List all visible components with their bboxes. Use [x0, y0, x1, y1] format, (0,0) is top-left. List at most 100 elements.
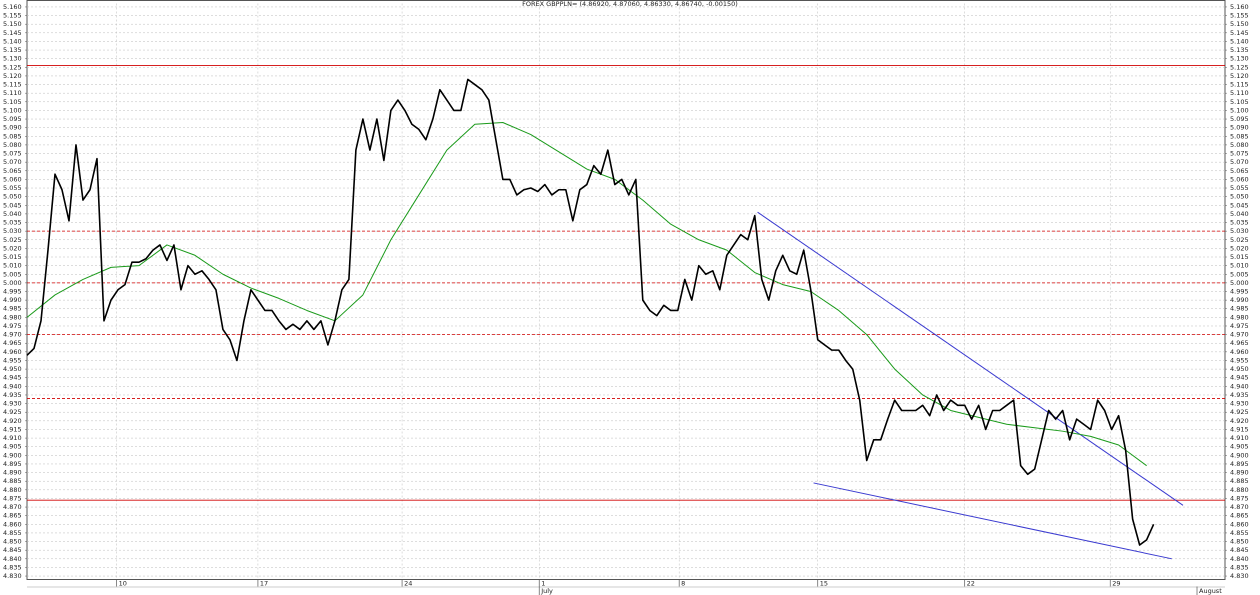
y2-tick-label: 4.875: [1230, 494, 1249, 502]
y-tick-label: 4.930: [3, 400, 22, 408]
y2-tick-label: 4.900: [1230, 451, 1249, 459]
y-tick-label: 5.025: [3, 236, 22, 244]
y-tick-label: 4.855: [3, 529, 22, 537]
x-tick-label: 15: [820, 580, 828, 588]
x-tick-label: 10: [119, 580, 127, 588]
y-tick-label: 5.010: [3, 262, 22, 270]
y2-tick-label: 5.050: [1230, 193, 1249, 201]
y2-tick-label: 5.015: [1230, 253, 1249, 261]
y-tick-label: 5.075: [3, 150, 22, 158]
y-tick-label: 4.950: [3, 365, 22, 373]
y-tick-label: 5.015: [3, 253, 22, 261]
y2-tick-label: 4.910: [1230, 434, 1249, 442]
y-tick-label: 4.955: [3, 356, 22, 364]
y2-tick-label: 5.105: [1230, 98, 1249, 106]
y-tick-label: 4.965: [3, 339, 22, 347]
y2-tick-label: 5.030: [1230, 227, 1249, 235]
y-tick-label: 4.895: [3, 460, 22, 468]
month-label: July: [540, 587, 553, 595]
y-tick-label: 4.990: [3, 296, 22, 304]
y2-tick-label: 4.860: [1230, 520, 1249, 528]
x-tick-label: 1: [541, 580, 545, 588]
y-tick-label: 5.040: [3, 210, 22, 218]
plot-frame: [26, 0, 1226, 580]
x-tick-label: 8: [681, 580, 685, 588]
series-line: [26, 78, 1155, 546]
y-tick-label: 5.100: [3, 106, 22, 114]
y2-tick-label: 5.080: [1230, 141, 1249, 149]
y-tick-label: 4.835: [3, 563, 22, 571]
y2-tick-label: 4.850: [1230, 538, 1249, 546]
y-tick-label: 5.000: [3, 279, 22, 287]
y-tick-label: 4.920: [3, 417, 22, 425]
y-tick-label: 4.900: [3, 451, 22, 459]
y2-tick-label: 5.055: [1230, 184, 1249, 192]
y2-tick-label: 4.920: [1230, 417, 1249, 425]
y2-tick-label: 5.045: [1230, 201, 1249, 209]
y2-tick-label: 4.985: [1230, 305, 1249, 313]
y-tick-label: 5.160: [3, 3, 22, 11]
y2-tick-label: 4.995: [1230, 288, 1249, 296]
y-tick-label: 5.140: [3, 37, 22, 45]
y2-tick-label: 4.870: [1230, 503, 1249, 511]
y-tick-label: 5.155: [3, 12, 22, 20]
y-tick-label: 4.985: [3, 305, 22, 313]
y2-tick-label: 4.945: [1230, 374, 1249, 382]
y2-tick-label: 5.115: [1230, 81, 1249, 89]
y-tick-label: 4.970: [3, 331, 22, 339]
y-tick-label: 4.915: [3, 425, 22, 433]
y-tick-label: 5.030: [3, 227, 22, 235]
y-tick-label: 4.910: [3, 434, 22, 442]
y2-tick-label: 5.125: [1230, 63, 1249, 71]
y-tick-label: 5.070: [3, 158, 22, 166]
y2-tick-label: 4.840: [1230, 555, 1249, 563]
trend-line: [757, 211, 1184, 506]
y2-tick-label: 5.040: [1230, 210, 1249, 218]
y2-tick-label: 5.085: [1230, 132, 1249, 140]
x-tick-label: 22: [967, 580, 975, 588]
y2-tick-label: 5.140: [1230, 37, 1249, 45]
y-tick-label: 5.045: [3, 201, 22, 209]
x-tick-label: 17: [260, 580, 268, 588]
month-label: August: [1199, 587, 1222, 595]
y2-tick-label: 4.915: [1230, 425, 1249, 433]
y-tick-label: 5.090: [3, 124, 22, 132]
x-tick-label: 29: [1112, 580, 1120, 588]
y2-tick-label: 4.890: [1230, 469, 1249, 477]
y2-tick-label: 4.830: [1230, 572, 1249, 580]
y-tick-label: 5.035: [3, 219, 22, 227]
y2-tick-label: 4.835: [1230, 563, 1249, 571]
y-tick-label: 5.115: [3, 81, 22, 89]
y2-tick-label: 4.970: [1230, 331, 1249, 339]
y-tick-label: 5.020: [3, 244, 22, 252]
y-tick-label: 5.150: [3, 20, 22, 28]
y-tick-label: 4.880: [3, 486, 22, 494]
y2-tick-label: 4.880: [1230, 486, 1249, 494]
y2-tick-label: 5.090: [1230, 124, 1249, 132]
y-tick-label: 4.870: [3, 503, 22, 511]
y-tick-label: 5.065: [3, 167, 22, 175]
y2-tick-label: 4.925: [1230, 408, 1249, 416]
y2-tick-label: 5.060: [1230, 175, 1249, 183]
y-tick-label: 4.890: [3, 469, 22, 477]
y-tick-label: 4.975: [3, 322, 22, 330]
x-tick-label: 24: [404, 580, 412, 588]
y-tick-label: 4.830: [3, 572, 22, 580]
y-tick-label: 4.995: [3, 288, 22, 296]
y-tick-label: 5.005: [3, 270, 22, 278]
y2-tick-label: 4.895: [1230, 460, 1249, 468]
y-tick-label: 5.130: [3, 55, 22, 63]
y2-tick-label: 5.135: [1230, 46, 1249, 54]
series-line: [26, 121, 1147, 467]
y2-tick-label: 4.965: [1230, 339, 1249, 347]
y-tick-label: 4.980: [3, 313, 22, 321]
y2-tick-label: 4.930: [1230, 400, 1249, 408]
y-tick-label: 5.110: [3, 89, 22, 97]
chart-title: FOREX GBPPLN= (4.86920, 4.87060, 4.86330…: [522, 0, 738, 8]
y-tick-label: 4.960: [3, 348, 22, 356]
y2-tick-label: 4.865: [1230, 512, 1249, 520]
y-tick-label: 5.050: [3, 193, 22, 201]
y2-tick-label: 5.095: [1230, 115, 1249, 123]
trend-line: [813, 482, 1172, 560]
